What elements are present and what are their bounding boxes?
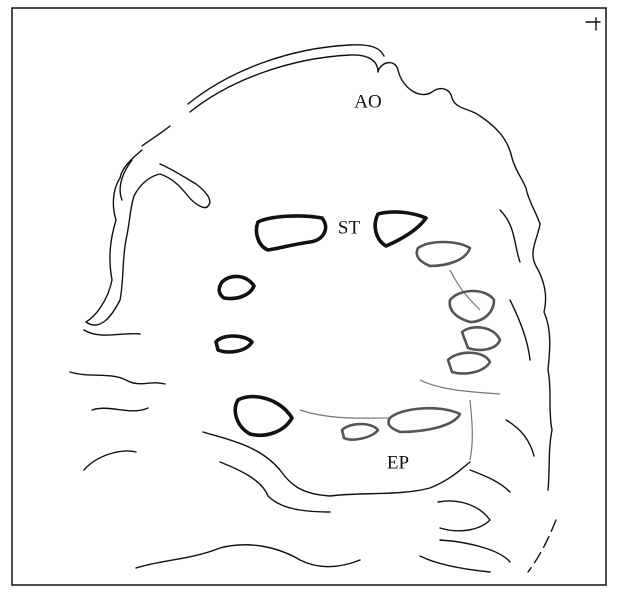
label-ep: EP	[387, 452, 409, 473]
frame	[12, 8, 606, 585]
outer-contours	[70, 45, 556, 572]
label-st: ST	[338, 217, 361, 238]
diagram: AO ST EP	[0, 0, 617, 596]
label-ao: AO	[354, 91, 381, 112]
grey-outlines	[342, 242, 500, 440]
corner-mark	[586, 18, 600, 30]
thick-outlines	[216, 212, 426, 435]
